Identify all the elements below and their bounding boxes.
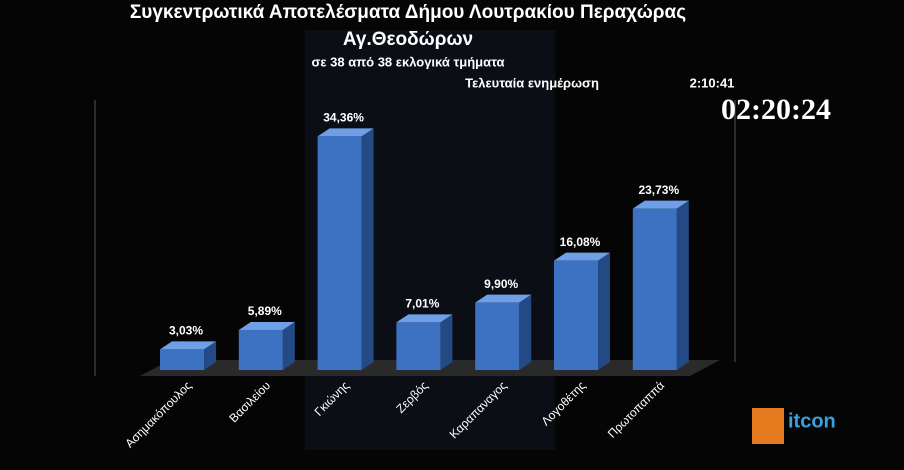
bar-top: [160, 341, 216, 350]
bar: [238, 329, 283, 370]
bar-side: [282, 321, 295, 370]
bar: [317, 136, 362, 370]
coverage: σε 38 από 38 εκλογικά τμήματα: [311, 54, 504, 69]
bar: [632, 208, 677, 370]
value-label: 23,73%: [638, 183, 679, 197]
value-label: 3,03%: [169, 324, 203, 338]
value-label: 7,01%: [405, 297, 439, 311]
bar-top: [317, 128, 374, 137]
bar: [396, 322, 441, 370]
bar-side: [519, 294, 532, 370]
bar-top: [396, 314, 453, 323]
bar: [554, 260, 598, 370]
bar-top: [238, 321, 295, 330]
bar-side: [361, 128, 374, 370]
value-label: 9,90%: [484, 277, 518, 291]
value-label: 34,36%: [323, 111, 364, 125]
update-time: 2:10:41: [690, 75, 735, 90]
value-label: 5,89%: [248, 304, 282, 318]
bar-side: [440, 314, 453, 370]
value-label: 16,08%: [560, 235, 601, 249]
bar-top: [554, 252, 610, 261]
bar-top: [475, 294, 532, 303]
logo-mark: [752, 408, 784, 444]
chart-subtitle: Αγ.Θεοδώρων: [343, 29, 473, 50]
bar-side: [598, 252, 610, 370]
bar-side: [676, 200, 689, 370]
logo: itcon: [788, 410, 836, 432]
bar: [475, 302, 520, 370]
chart-title: Συγκεντρωτικά Αποτελέσματα Δήμου Λουτρακ…: [130, 2, 686, 23]
update-label: Τελευταία ενημέρωση: [465, 75, 599, 90]
bar: [160, 349, 204, 370]
bar-top: [632, 200, 689, 209]
clock: 02:20:24: [721, 93, 831, 126]
bar-side: [204, 341, 216, 370]
